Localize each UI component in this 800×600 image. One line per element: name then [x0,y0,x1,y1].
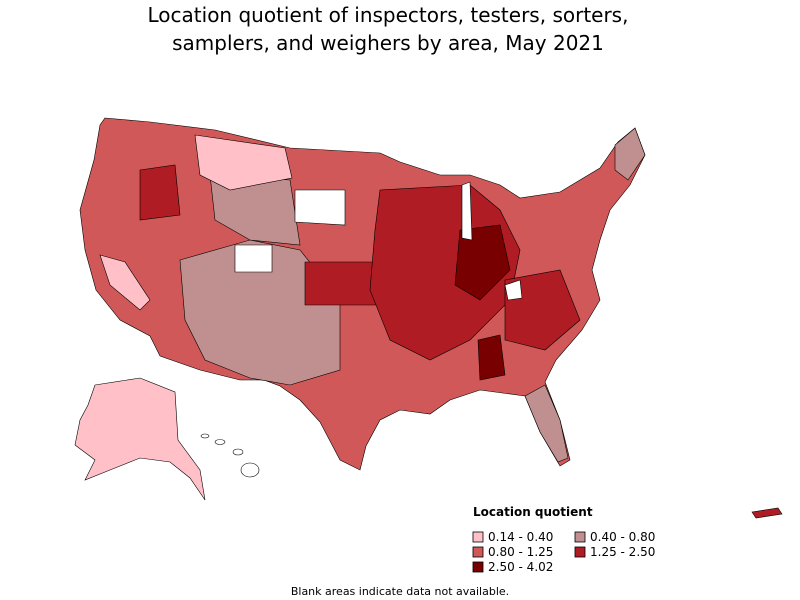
idaho-dark [139,164,181,221]
title-line: samplers, and weighers by area, May 2021 [172,31,604,55]
legend-label: 0.40 - 0.80 [590,530,655,544]
no-data-wyoming [294,189,346,226]
alabama-darkest [477,334,506,381]
legend-label: 0.14 - 0.40 [488,530,553,544]
island [200,433,210,439]
alaska [74,377,206,501]
map [74,117,783,519]
footnote: Blank areas indicate data not available. [291,585,509,598]
legend-title: Location quotient [473,505,593,519]
island [214,439,226,445]
indiana-darkest [454,224,511,301]
legend-swatch [472,546,484,558]
southeast-dark [504,269,581,351]
kansas-dark [304,261,379,306]
nevada-pink [99,254,151,311]
hawaii [200,433,260,478]
legend-swatch [472,531,484,543]
no-data-wv [504,279,523,301]
puerto-rico [751,507,783,519]
florida-region [524,384,569,463]
mountain-region [179,239,341,386]
legend-swatch [574,531,586,543]
maine-region [614,127,646,181]
title-line: Location quotient of inspectors, testers… [148,3,629,27]
legend-swatch [472,561,484,573]
montana-region [194,134,293,191]
legend-swatch [574,546,586,558]
legend-label: 0.80 - 1.25 [488,545,553,559]
legend-label: 1.25 - 2.50 [590,545,655,559]
no-data-colorado [234,244,273,273]
legend: Location quotient 0.14 - 0.40 0.40 - 0.80… [472,505,655,574]
island [232,448,244,456]
island [240,462,260,478]
legend-label: 2.50 - 4.02 [488,560,553,574]
lake-michigan [461,181,473,241]
